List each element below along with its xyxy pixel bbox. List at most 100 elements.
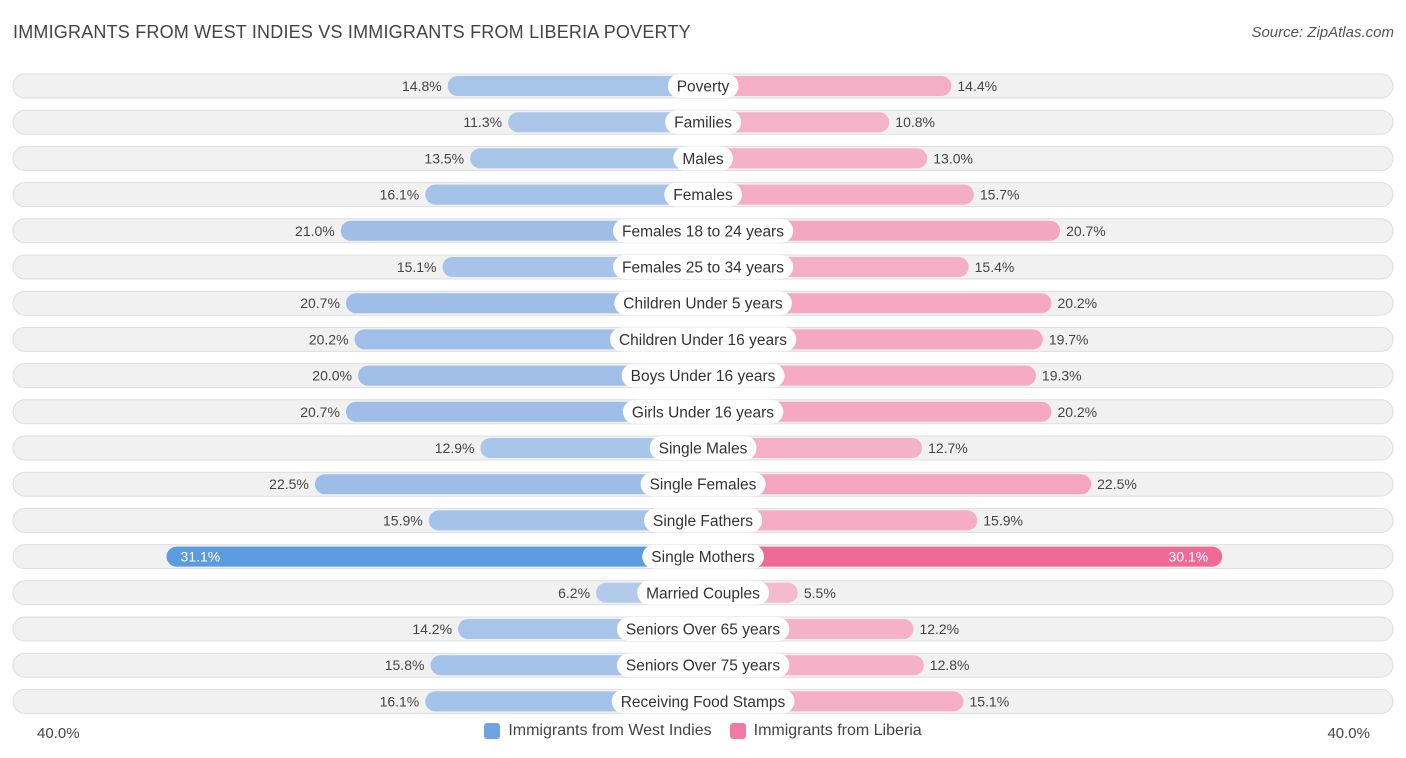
bar-west-indies-families [508,112,703,133]
category-label-girls-under-16-years: Girls Under 16 years [632,404,774,421]
value-liberia-seniors-over-65-years: 12.2% [919,621,959,637]
value-west-indies-children-under-5-years: 20.7% [300,295,340,311]
value-liberia-females: 15.7% [980,187,1020,203]
bar-west-indies-girls-under-16-years [345,401,703,422]
bar-west-indies-single-fathers [428,510,703,531]
bar-liberia-females-18-to-24-years [703,220,1061,241]
value-west-indies-seniors-over-65-years: 14.2% [412,621,452,637]
bar-liberia-families [703,112,890,133]
bar-liberia-single-males [703,438,923,458]
bar-liberia-single-females [703,474,1092,495]
legend-label-liberia: Immigrants from Liberia [753,722,922,739]
value-liberia-seniors-over-75-years: 12.8% [930,657,970,673]
value-west-indies-married-couples: 6.2% [558,585,590,601]
category-pill-families [665,110,742,135]
value-liberia-females-25-to-34-years: 15.4% [975,259,1015,275]
value-liberia-boys-under-16-years: 19.3% [1042,368,1082,384]
bar-liberia-poverty [703,76,952,96]
category-pill-receiving-food-stamps [611,689,795,714]
category-pill-single-fathers [644,508,763,533]
legend: Immigrants from West Indies Immigrants f… [0,722,1406,740]
value-liberia-single-mothers: 30.1% [1169,549,1209,565]
category-pill-males [673,146,733,171]
bar-liberia-boys-under-16-years [703,365,1036,386]
value-liberia-males: 13.0% [933,150,973,166]
legend-swatch-west-indies [484,723,501,739]
legend-item-liberia: Immigrants from Liberia [729,722,922,740]
category-pill-single-mothers [642,544,764,569]
value-west-indies-boys-under-16-years: 20.0% [312,368,352,384]
category-label-receiving-food-stamps: Receiving Food Stamps [621,694,786,711]
value-liberia-families: 10.8% [895,114,935,130]
legend-swatch-liberia [729,723,746,739]
value-liberia-receiving-food-stamps: 15.1% [969,693,1009,709]
category-pill-single-males [649,436,757,460]
value-west-indies-females: 16.1% [380,187,420,203]
chart-title: IMMIGRANTS FROM WEST INDIES VS IMMIGRANT… [13,22,691,42]
category-pill-females-18-to-24-years [613,218,794,243]
value-liberia-girls-under-16-years: 20.2% [1057,404,1097,420]
bar-west-indies-single-females [314,474,703,495]
value-west-indies-poverty: 14.8% [402,78,442,94]
value-west-indies-girls-under-16-years: 20.7% [300,404,340,420]
bar-west-indies-females-18-to-24-years [340,220,703,241]
bar-liberia-males [703,148,928,169]
category-label-children-under-16-years: Children Under 16 years [619,332,787,349]
bar-liberia-girls-under-16-years [703,401,1052,422]
bar-west-indies-boys-under-16-years [358,365,703,386]
bar-west-indies-single-males [480,438,703,458]
bar-liberia-females [703,184,974,205]
category-label-single-females: Single Females [650,477,757,494]
category-pill-seniors-over-75-years [616,653,790,678]
value-west-indies-females-18-to-24-years: 21.0% [295,223,335,239]
category-pill-females-25-to-34-years [613,255,794,279]
value-west-indies-single-males: 12.9% [435,440,475,456]
value-west-indies-children-under-16-years: 20.2% [309,331,349,347]
value-west-indies-single-females: 22.5% [269,476,309,492]
category-label-males: Males [682,151,724,168]
legend-label-west-indies: Immigrants from West Indies [508,722,712,739]
bar-west-indies-children-under-5-years [345,293,703,314]
category-label-married-couples: Married Couples [646,585,760,602]
value-west-indies-single-mothers: 31.1% [181,549,221,565]
category-pill-children-under-5-years [614,291,792,316]
category-pill-seniors-over-65-years [616,617,790,641]
value-liberia-single-males: 12.7% [928,440,968,456]
value-west-indies-families: 11.3% [463,114,502,130]
bar-west-indies-single-mothers [166,546,703,567]
category-pill-boys-under-16-years [621,363,785,388]
value-liberia-single-females: 22.5% [1097,476,1137,492]
value-liberia-poverty: 14.4% [957,78,997,94]
category-pill-married-couples [637,580,770,605]
bar-west-indies-females [425,184,703,205]
category-label-boys-under-16-years: Boys Under 16 years [631,368,776,385]
category-label-females-18-to-24-years: Females 18 to 24 years [622,223,784,240]
value-west-indies-seniors-over-75-years: 15.8% [385,657,425,673]
source-attribution: Source: ZipAtlas.com [1251,24,1394,41]
category-label-seniors-over-65-years: Seniors Over 65 years [626,622,780,639]
category-label-poverty: Poverty [677,79,730,96]
category-label-seniors-over-75-years: Seniors Over 75 years [626,658,780,675]
value-liberia-children-under-16-years: 19.7% [1049,331,1089,347]
category-pill-females [664,182,742,207]
category-label-single-mothers: Single Mothers [651,549,755,566]
category-label-females-25-to-34-years: Females 25 to 34 years [622,260,784,277]
category-label-single-fathers: Single Fathers [653,513,753,530]
value-liberia-children-under-5-years: 20.2% [1057,295,1097,311]
bar-liberia-single-fathers [703,510,978,531]
category-label-children-under-5-years: Children Under 5 years [623,296,783,313]
value-west-indies-single-fathers: 15.9% [383,512,423,528]
category-label-females: Females [673,187,733,204]
value-liberia-females-18-to-24-years: 20.7% [1066,223,1106,239]
bar-liberia-single-mothers [703,546,1223,567]
bar-west-indies-poverty [447,76,703,96]
category-label-single-males: Single Males [659,441,748,458]
legend-item-west-indies: Immigrants from West Indies [484,722,712,740]
category-label-families: Families [674,115,732,132]
axis-right-label: 40.0% [1327,725,1370,742]
value-west-indies-receiving-food-stamps: 16.1% [380,693,420,709]
value-west-indies-females-25-to-34-years: 15.1% [397,259,437,275]
category-pill-single-females [640,472,766,497]
value-west-indies-males: 13.5% [424,150,464,166]
